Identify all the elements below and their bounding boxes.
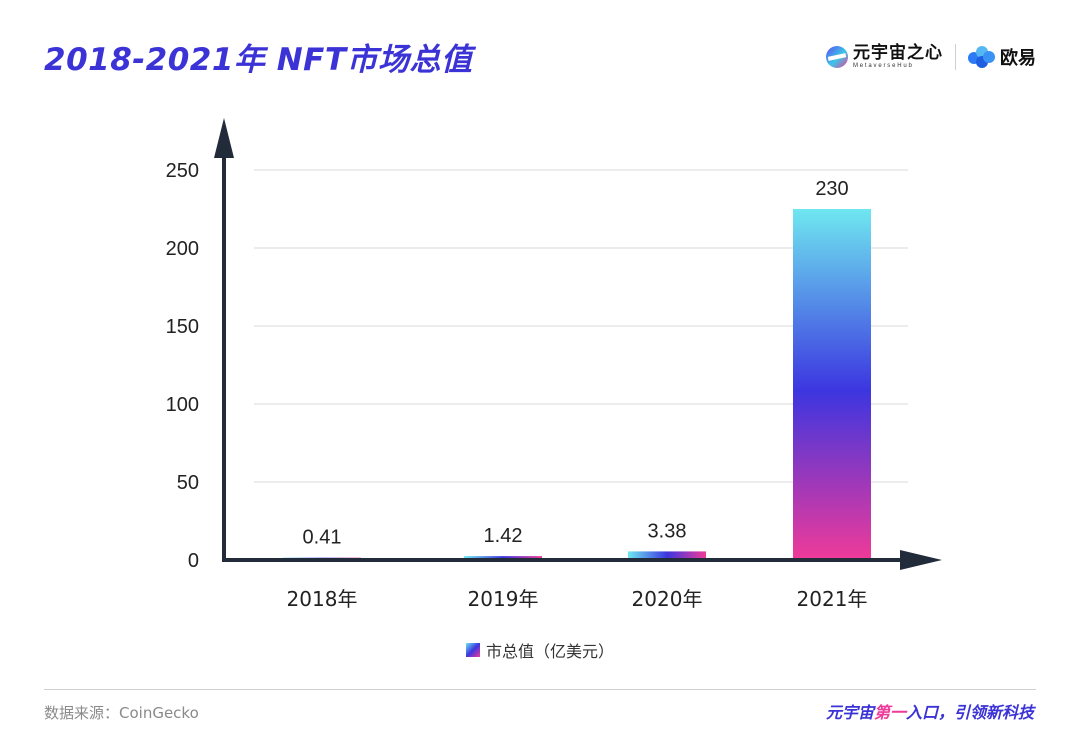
x-tick-label: 2018年 [287,587,358,611]
legend-label: 市总值（亿美元） [485,642,614,661]
bar [628,551,706,558]
y-tick-label: 100 [166,394,199,416]
x-tick-label: 2020年 [632,587,703,611]
slogan: 元宇宙第一入口，引领新科技 [825,703,1034,722]
x-tick-label: 2021年 [797,587,868,611]
slogan-highlight: 第一 [873,703,906,722]
x-tick-label: 2019年 [468,587,539,611]
okx-name: 欧易 [1000,48,1036,69]
okx-logo: 欧易 [968,44,1036,70]
bar [793,209,871,558]
bar-value-label: 0.41 [303,527,342,549]
y-tick-label: 0 [188,550,199,572]
brand-divider [955,44,956,70]
y-tick-label: 50 [177,472,199,494]
x-axis-arrow [900,550,942,570]
metaverse-hub-subtitle: MetaverseHub [853,63,914,69]
brand-logos: 元宇宙之心 MetaverseHub 欧易 [826,42,1036,72]
bar-value-label: 230 [815,178,848,200]
y-tick-label: 250 [166,160,199,182]
y-tick-label: 200 [166,238,199,260]
page-title: 2018-2021年 NFT市场总值 [44,42,473,78]
metaverse-hub-name: 元宇宙之心 [853,43,943,63]
chart-legend: 市总值（亿美元） [0,638,1080,662]
metaverse-hub-logo: 元宇宙之心 MetaverseHub [826,45,943,69]
bar-value-label: 3.38 [648,520,687,542]
footer-divider [44,689,1036,690]
legend-swatch [465,643,480,657]
y-axis-arrow [214,118,234,158]
okx-icon [968,46,995,68]
metaverse-hub-icon [826,46,848,68]
bar-value-label: 1.42 [484,525,523,547]
bar [464,556,542,558]
y-tick-label: 150 [166,316,199,338]
data-source: 数据来源：CoinGecko [44,704,199,722]
